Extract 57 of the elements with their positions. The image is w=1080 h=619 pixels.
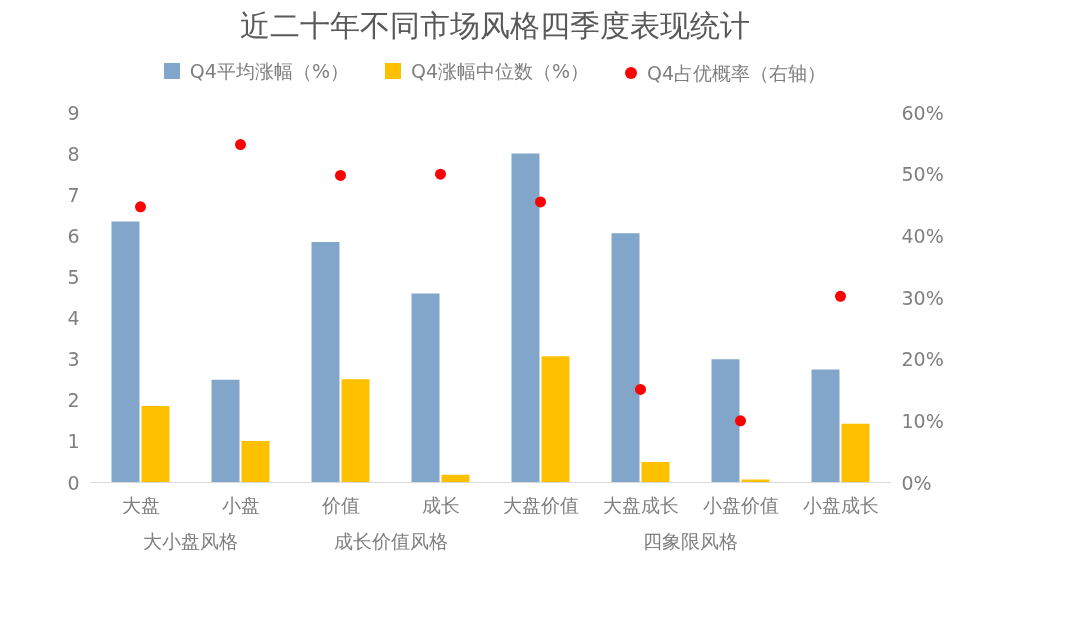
legend-item: Q4平均涨幅（%） bbox=[163, 57, 349, 85]
bar bbox=[641, 461, 670, 483]
y-tick-label: 5 bbox=[67, 265, 80, 288]
y-tick-label: 7 bbox=[67, 183, 80, 206]
legend-label: Q4平均涨幅（%） bbox=[189, 58, 349, 84]
x-tick-label: 大盘 bbox=[121, 493, 160, 516]
y2-tick-label: 60% bbox=[901, 101, 944, 124]
point bbox=[135, 201, 146, 213]
x-tick-label: 大盘价值 bbox=[502, 493, 579, 516]
y2-tick-label: 0% bbox=[901, 471, 932, 494]
bar bbox=[211, 379, 240, 483]
bar bbox=[511, 153, 540, 483]
point bbox=[835, 290, 846, 302]
point bbox=[335, 169, 346, 181]
bar bbox=[711, 359, 740, 483]
point bbox=[735, 415, 746, 427]
legend-item: Q4涨幅中位数（%） bbox=[384, 57, 590, 85]
y-tick-label: 2 bbox=[67, 389, 80, 412]
y-tick-label: 1 bbox=[67, 430, 80, 453]
bar bbox=[311, 241, 340, 483]
bar bbox=[841, 423, 870, 483]
y-tick-label: 8 bbox=[67, 142, 80, 165]
point bbox=[535, 196, 546, 208]
bar bbox=[411, 293, 440, 483]
y2-tick-label: 10% bbox=[901, 409, 944, 432]
x-tick-label: 成长 bbox=[421, 493, 460, 516]
bar bbox=[811, 369, 840, 483]
x-tick-label: 大盘成长 bbox=[602, 493, 679, 516]
legend-label: Q4占优概率（右轴） bbox=[647, 60, 827, 86]
y2-tick-label: 30% bbox=[901, 286, 944, 309]
point bbox=[235, 139, 246, 151]
x-tick-label: 小盘成长 bbox=[802, 493, 879, 516]
bar bbox=[241, 440, 270, 483]
legend-label: Q4涨幅中位数（%） bbox=[410, 58, 590, 84]
y-tick-label: 3 bbox=[67, 348, 80, 371]
y2-tick-label: 50% bbox=[901, 163, 944, 186]
y2-tick-label: 40% bbox=[901, 224, 944, 247]
bar bbox=[141, 406, 170, 483]
y-tick-label: 4 bbox=[67, 307, 80, 330]
text: 四象限风格 bbox=[643, 529, 738, 552]
bar bbox=[541, 356, 570, 483]
chart-title: 近二十年不同市场风格四季度表现统计 bbox=[240, 7, 750, 45]
y-tick-label: 9 bbox=[67, 101, 80, 124]
bar bbox=[341, 379, 370, 483]
point bbox=[435, 168, 446, 180]
point bbox=[635, 383, 646, 395]
y-tick-label: 0 bbox=[67, 471, 80, 494]
y2-tick-label: 20% bbox=[901, 348, 944, 371]
x-tick-label: 价值 bbox=[320, 493, 360, 516]
text: 成长价值风格 bbox=[333, 529, 448, 552]
text: 大小盘风格 bbox=[143, 529, 238, 552]
legend-item: Q4占优概率（右轴） bbox=[625, 59, 827, 87]
bar bbox=[111, 221, 140, 483]
x-tick-label: 小盘价值 bbox=[702, 493, 779, 516]
x-tick-label: 小盘 bbox=[221, 493, 260, 516]
y-tick-label: 6 bbox=[67, 224, 80, 247]
bar bbox=[611, 233, 640, 483]
